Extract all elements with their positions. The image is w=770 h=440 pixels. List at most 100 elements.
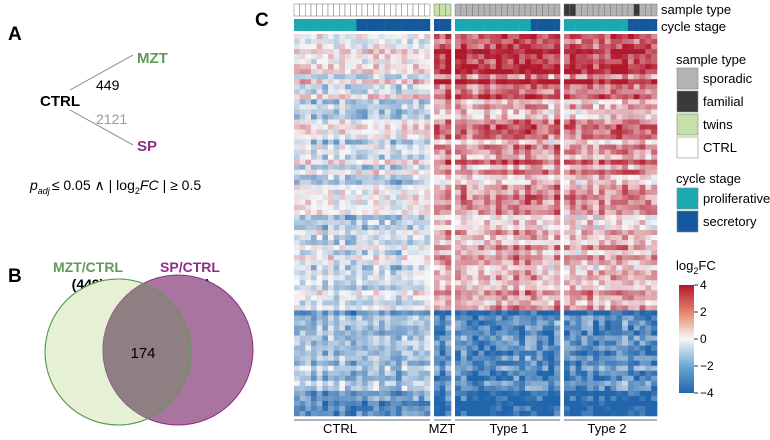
heatmap-cell xyxy=(322,320,329,326)
heatmap-cell xyxy=(350,365,357,372)
heatmap-cell xyxy=(322,64,329,70)
heatmap-cell xyxy=(593,129,600,135)
heatmap-cell xyxy=(401,94,408,100)
heatmap-cell xyxy=(401,114,408,120)
heatmap-cell xyxy=(434,305,440,311)
heatmap-cell xyxy=(407,250,414,256)
heatmap-cell xyxy=(322,305,329,311)
heatmap-cell xyxy=(373,129,380,135)
heatmap-cell xyxy=(418,340,425,346)
heatmap-cell xyxy=(651,109,658,115)
cycle-stage-cell xyxy=(390,19,397,31)
heatmap-cell xyxy=(507,250,514,256)
heatmap-cell xyxy=(460,260,467,266)
heatmap-cell xyxy=(554,89,561,95)
heatmap-cell xyxy=(610,99,617,105)
heatmap-cell xyxy=(581,84,588,90)
heatmap-cell xyxy=(445,204,452,211)
heatmap-cell xyxy=(542,340,549,346)
heatmap-cell xyxy=(455,295,462,301)
heatmap-cell xyxy=(519,410,526,417)
heatmap-cell xyxy=(575,375,582,382)
heatmap-cell xyxy=(401,345,408,351)
heatmap-cell xyxy=(593,44,600,50)
heatmap-cell xyxy=(495,410,502,417)
heatmap-cell xyxy=(299,330,306,336)
heatmap-cell xyxy=(379,69,385,75)
heatmap-cell xyxy=(472,149,479,155)
heatmap-cell xyxy=(495,119,502,125)
heatmap-cell xyxy=(501,390,508,397)
heatmap-cell xyxy=(379,245,385,251)
heatmap-cell xyxy=(472,119,479,125)
heatmap-cell xyxy=(333,320,340,326)
heatmap-cell xyxy=(616,235,623,241)
heatmap-cell xyxy=(651,94,658,100)
heatmap-cell xyxy=(622,345,629,351)
heatmap-cell xyxy=(610,139,617,145)
heatmap-cell xyxy=(548,360,555,367)
heatmap-cell xyxy=(536,194,543,201)
heatmap-cell xyxy=(311,280,317,286)
heatmap-cell xyxy=(460,34,467,40)
heatmap-cell xyxy=(639,34,646,40)
heatmap-cell xyxy=(513,49,520,55)
heatmap-cell xyxy=(575,250,582,256)
heatmap-cell xyxy=(356,325,363,331)
heatmap-cell xyxy=(345,255,351,261)
heatmap-cell xyxy=(418,290,425,296)
heatmap-cell xyxy=(490,365,497,372)
heatmap-cell xyxy=(418,124,425,130)
heatmap-cell xyxy=(484,129,491,135)
heatmap-cell xyxy=(460,330,467,336)
heatmap-cell xyxy=(495,335,502,341)
heatmap-cell xyxy=(581,89,588,95)
heatmap-cell xyxy=(328,204,334,211)
heatmap-cell xyxy=(316,79,323,85)
heatmap-cell xyxy=(390,104,397,110)
heatmap-cell xyxy=(305,235,312,241)
heatmap-cell xyxy=(507,219,514,226)
heatmap-cell xyxy=(525,270,532,276)
heatmap-cell xyxy=(345,129,351,135)
heatmap-cell xyxy=(627,54,635,60)
heatmap-cell xyxy=(373,34,380,40)
heatmap-cell xyxy=(587,300,594,306)
heatmap-cell xyxy=(569,315,576,321)
heatmap-cell xyxy=(519,134,526,140)
heatmap-cell xyxy=(390,315,397,321)
heatmap-cell xyxy=(495,255,502,261)
heatmap-cell xyxy=(622,335,629,341)
heatmap-cell xyxy=(418,350,425,356)
heatmap-cell xyxy=(311,94,317,100)
heatmap-cell xyxy=(333,104,340,110)
heatmap-cell xyxy=(390,320,397,326)
heatmap-cell xyxy=(616,285,623,291)
heatmap-cell xyxy=(604,89,611,95)
heatmap-cell xyxy=(424,410,431,417)
heatmap-cell xyxy=(536,265,543,271)
heatmap-cell xyxy=(564,360,571,367)
heatmap-cell xyxy=(439,119,446,125)
heatmap-cell xyxy=(322,139,329,145)
heatmap-cell xyxy=(616,290,623,296)
heatmap-cell xyxy=(530,154,537,160)
heatmap-cell xyxy=(616,49,623,55)
heatmap-cell xyxy=(604,74,611,80)
heatmap-cell xyxy=(622,305,629,311)
heatmap-cell xyxy=(484,219,491,226)
heatmap-cell xyxy=(434,104,440,110)
cycle-stage-cell xyxy=(569,19,576,31)
heatmap-cell xyxy=(339,230,346,236)
heatmap-cell xyxy=(581,275,588,281)
heatmap-cell xyxy=(367,59,374,65)
heatmap-cell xyxy=(651,310,658,316)
heatmap-cell xyxy=(322,129,329,135)
heatmap-cell xyxy=(299,94,306,100)
heatmap-cell xyxy=(525,265,532,271)
heatmap-cell xyxy=(445,104,452,110)
heatmap-cell xyxy=(581,79,588,85)
heatmap-cell xyxy=(356,209,363,216)
heatmap-cell xyxy=(299,64,306,70)
heatmap-cell xyxy=(424,189,431,196)
